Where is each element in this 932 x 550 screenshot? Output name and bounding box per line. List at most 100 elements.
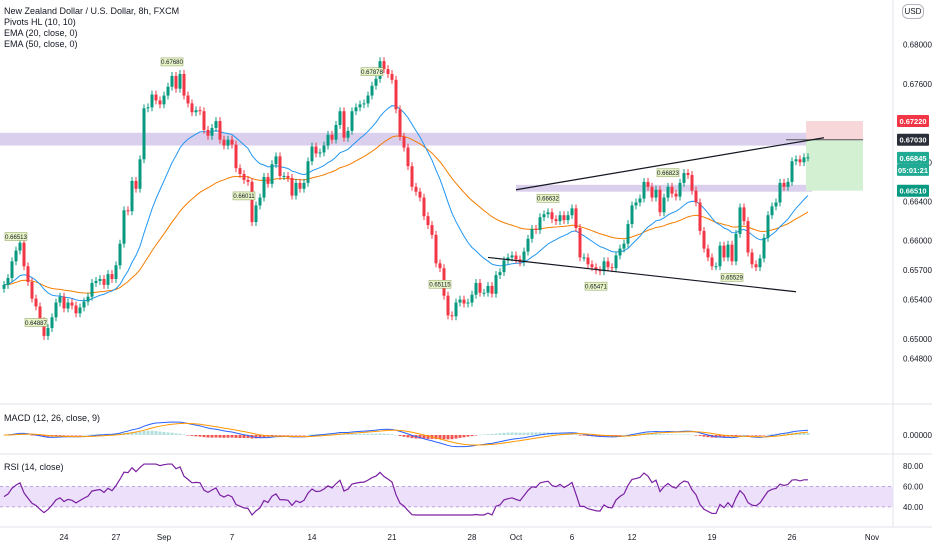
macd-histogram-bar <box>146 430 150 435</box>
candle <box>706 248 710 258</box>
lower-trendline[interactable] <box>487 256 797 293</box>
candle <box>422 197 426 217</box>
position-stop-zone[interactable] <box>806 139 863 191</box>
candle <box>390 73 394 80</box>
rsi-title[interactable]: RSI (14, close) <box>4 462 64 472</box>
candle <box>362 103 366 105</box>
candle <box>14 250 18 262</box>
price-axis-area[interactable] <box>893 0 932 550</box>
candle <box>782 182 786 187</box>
x-tick-label: 21 <box>388 533 397 542</box>
rsi-axis-label: 60.00 <box>903 482 924 491</box>
macd-histogram-bar <box>782 433 786 435</box>
macd-histogram-bar <box>466 435 470 437</box>
macd-histogram-bar <box>226 435 230 438</box>
candle <box>254 205 258 223</box>
candle <box>262 176 266 198</box>
macd-histogram-bar <box>422 435 426 439</box>
macd-histogram-bar <box>390 434 394 435</box>
macd-histogram-bar <box>498 433 502 435</box>
y-tick-label: 0.66400 <box>903 198 932 207</box>
candle <box>398 109 402 137</box>
currency-button[interactable]: USD <box>902 4 924 19</box>
candle <box>626 224 630 244</box>
candle <box>130 180 134 212</box>
macd-histogram-bar <box>354 433 358 435</box>
macd-histogram-bar <box>654 433 658 435</box>
indicator-ema50[interactable]: EMA (50, close, 0) <box>4 39 78 49</box>
macd-histogram-bar <box>242 435 246 439</box>
candle <box>758 258 762 268</box>
macd-histogram-bar <box>134 432 138 435</box>
macd-title[interactable]: MACD (12, 26, close, 9) <box>4 413 101 423</box>
candle <box>118 243 122 266</box>
candle <box>150 94 154 108</box>
macd-histogram-bar <box>786 433 790 435</box>
candle <box>426 216 430 226</box>
x-tick-label: 19 <box>708 533 717 542</box>
macd-histogram-bar <box>650 433 654 435</box>
macd-histogram-bar <box>418 435 422 439</box>
candle <box>122 210 126 244</box>
macd-histogram-bar <box>806 433 810 435</box>
macd-histogram-bar <box>706 435 710 438</box>
macd-histogram-bar <box>82 434 86 436</box>
macd-histogram-bar <box>406 435 410 438</box>
macd-histogram-bar <box>378 433 382 435</box>
macd-histogram-bar <box>434 435 438 440</box>
candle <box>474 282 478 295</box>
price-tag[interactable] <box>897 133 929 146</box>
candle <box>102 279 106 285</box>
macd-histogram-bar <box>42 435 46 437</box>
candle <box>650 186 654 198</box>
candle <box>46 328 50 336</box>
macd-histogram-bar <box>246 435 250 438</box>
macd-histogram-bar <box>758 435 762 436</box>
support-zone[interactable] <box>516 184 812 192</box>
candle <box>578 227 582 258</box>
candle <box>766 215 770 238</box>
candle <box>250 181 254 223</box>
macd-histogram-bar <box>66 435 70 436</box>
macd-histogram-bar <box>154 431 158 435</box>
candle <box>794 159 798 162</box>
macd-histogram-bar <box>542 432 546 435</box>
macd-histogram-bar <box>518 432 522 435</box>
indicator-ema20[interactable]: EMA (20, close, 0) <box>4 28 78 38</box>
candle <box>66 302 70 309</box>
rsi-legend: RSI (14, close) <box>4 462 64 473</box>
macd-histogram-bar <box>426 435 430 439</box>
rsi-axis-label: 80.00 <box>903 462 924 471</box>
price-tag[interactable] <box>897 163 929 176</box>
candle <box>214 121 218 128</box>
pivot-label-box <box>360 67 384 76</box>
pivot-label: 0.66513 <box>5 235 27 241</box>
price-tag[interactable] <box>897 115 929 128</box>
chart-legend: New Zealand Dollar / U.S. Dollar, 8h, FX… <box>4 6 179 50</box>
macd-histogram-bar <box>94 434 98 435</box>
indicator-pivots[interactable]: Pivots HL (10, 10) <box>4 17 76 27</box>
price-tag[interactable] <box>897 184 929 197</box>
macd-histogram-bar <box>202 435 206 438</box>
candle <box>646 181 650 187</box>
candle <box>658 189 662 213</box>
price-tag[interactable] <box>897 151 929 164</box>
candle <box>374 78 378 86</box>
macd-histogram-bar <box>582 435 586 436</box>
macd-histogram-bar <box>398 435 402 436</box>
macd-histogram-bar <box>166 432 170 435</box>
candle <box>510 255 514 258</box>
macd-histogram-bar <box>174 433 178 435</box>
candle <box>806 157 810 159</box>
candle <box>330 134 334 140</box>
candle <box>22 242 26 267</box>
macd-histogram-bar <box>462 435 466 438</box>
upper-trendline[interactable] <box>515 137 825 191</box>
candle <box>62 296 66 309</box>
macd-histogram-bar <box>286 435 290 436</box>
position-target-zone[interactable] <box>806 121 863 140</box>
resistance-zone[interactable] <box>0 132 812 146</box>
candle <box>194 110 198 113</box>
